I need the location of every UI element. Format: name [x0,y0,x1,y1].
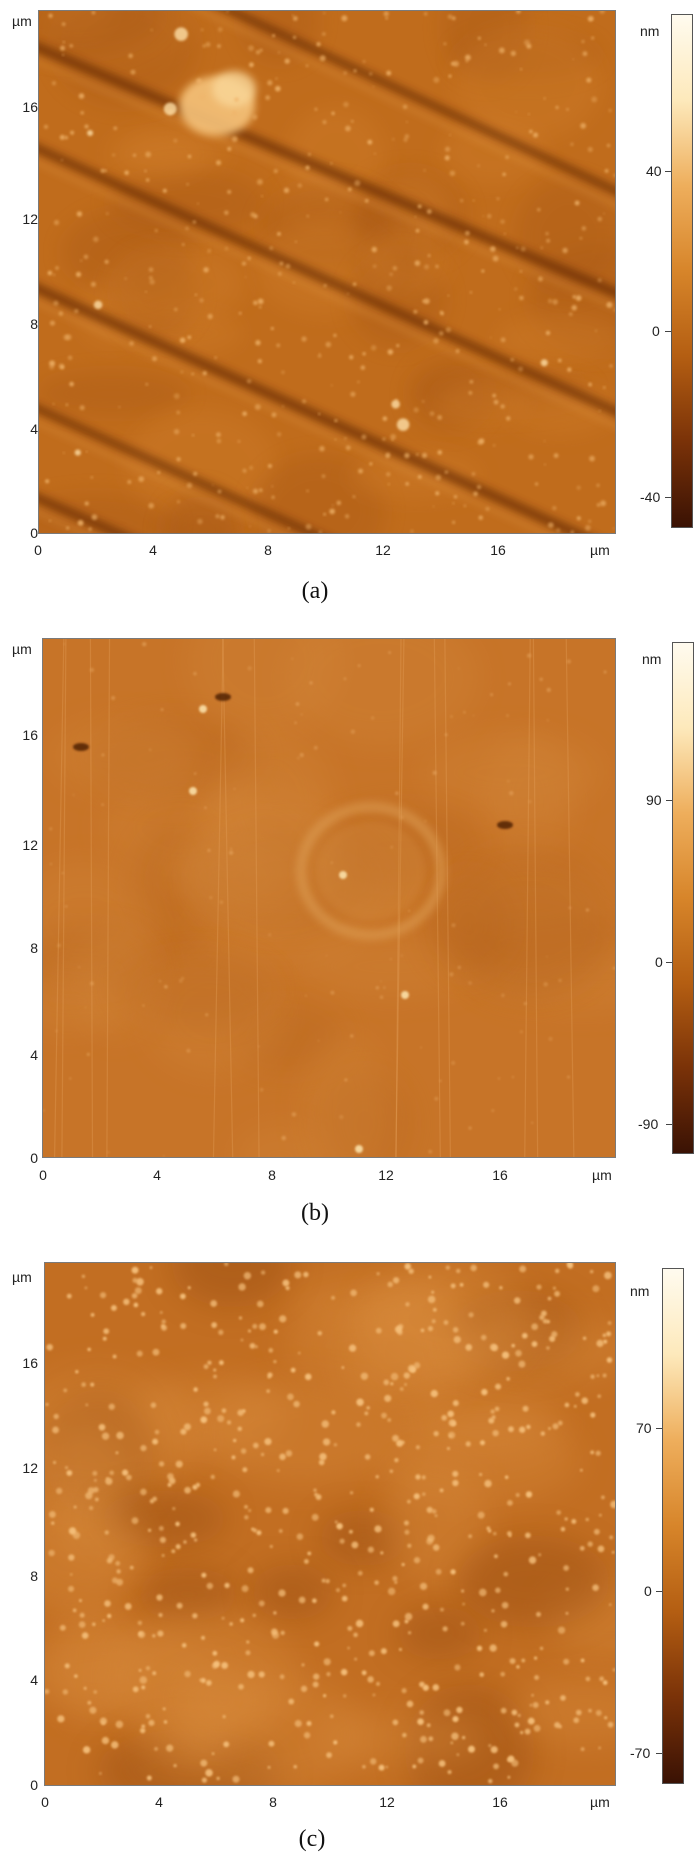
y-axis-unit: µm [12,13,32,29]
x-tick-12: 12 [378,1167,394,1183]
x-tick-12: 12 [379,1794,395,1810]
colorbar-tick-label-90: 90 [646,792,662,808]
colorbar-tick-label-70: 70 [636,1420,652,1436]
colorbar-unit: nm [642,651,662,667]
y-tick-4: 4 [30,1672,38,1688]
colorbar-tick-label-0: 0 [652,323,660,339]
y-tick-8: 8 [30,940,38,956]
afm-height-map-a [38,10,616,534]
x-axis-unit: µm [590,542,610,558]
colorbar-tick [666,800,672,801]
y-axis-unit: µm [12,1269,32,1285]
y-tick-12: 12 [22,837,38,853]
x-tick-16: 16 [490,542,506,558]
colorbar-tick-label-0: 0 [644,1583,652,1599]
y-axis-unit: µm [12,641,32,657]
x-tick-0: 0 [34,542,42,558]
panel-caption-a: (a) [301,578,329,604]
colorbar-tick [656,1591,662,1592]
y-tick-4: 4 [30,1047,38,1063]
y-tick-0: 0 [30,1777,38,1793]
colorbar-tick [666,1124,672,1125]
x-tick-8: 8 [264,542,272,558]
afm-panel-b: µm 16 12 8 4 0 0 4 8 12 16 µm nm 90 0 -9… [0,628,700,1238]
x-tick-16: 16 [492,1167,508,1183]
colorbar-c [662,1268,684,1784]
y-tick-16: 16 [22,727,38,743]
colorbar-tick-label-minus-40: -40 [640,489,661,505]
colorbar-unit: nm [630,1283,650,1299]
colorbar-tick-label-minus-90: -90 [638,1116,659,1132]
x-tick-4: 4 [155,1794,163,1810]
afm-panel-c: µm 16 12 8 4 0 0 4 8 12 16 µm nm 70 0 -7… [0,1248,700,1859]
y-tick-8: 8 [30,316,38,332]
afm-height-map-b [42,638,616,1158]
x-tick-4: 4 [153,1167,161,1183]
y-tick-0: 0 [30,1150,38,1166]
y-tick-16: 16 [22,99,38,115]
x-tick-16: 16 [492,1794,508,1810]
x-axis-unit: µm [590,1794,610,1810]
y-tick-4: 4 [30,421,38,437]
colorbar-tick-label-minus-70: -70 [630,1745,651,1761]
colorbar-tick [656,1753,662,1754]
afm-height-map-c [44,1262,616,1786]
x-tick-8: 8 [269,1794,277,1810]
y-tick-0: 0 [30,525,38,541]
colorbar-tick [665,171,671,172]
colorbar-tick [666,962,672,963]
x-tick-0: 0 [41,1794,49,1810]
x-tick-8: 8 [268,1167,276,1183]
y-tick-16: 16 [22,1355,38,1371]
panel-caption-c: (c) [298,1826,326,1852]
colorbar-unit: nm [640,23,660,39]
colorbar-tick [665,331,671,332]
x-tick-0: 0 [39,1167,47,1183]
y-tick-12: 12 [22,1460,38,1476]
colorbar-tick [665,497,671,498]
afm-surface-c [45,1263,615,1785]
x-tick-12: 12 [375,542,391,558]
y-tick-8: 8 [30,1568,38,1584]
colorbar-tick-label-0: 0 [655,954,663,970]
panel-caption-b: (b) [301,1200,329,1226]
afm-surface-a [39,11,615,533]
colorbar-tick [656,1428,662,1429]
x-axis-unit: µm [592,1167,612,1183]
x-tick-4: 4 [149,542,157,558]
colorbar-a [671,14,693,528]
colorbar-b [672,642,694,1154]
afm-surface-b [43,639,615,1157]
y-tick-12: 12 [22,211,38,227]
colorbar-tick-label-40: 40 [646,163,662,179]
afm-panel-a: µm 16 12 8 4 0 0 4 8 12 16 µm nm 40 0 -4… [0,0,700,620]
